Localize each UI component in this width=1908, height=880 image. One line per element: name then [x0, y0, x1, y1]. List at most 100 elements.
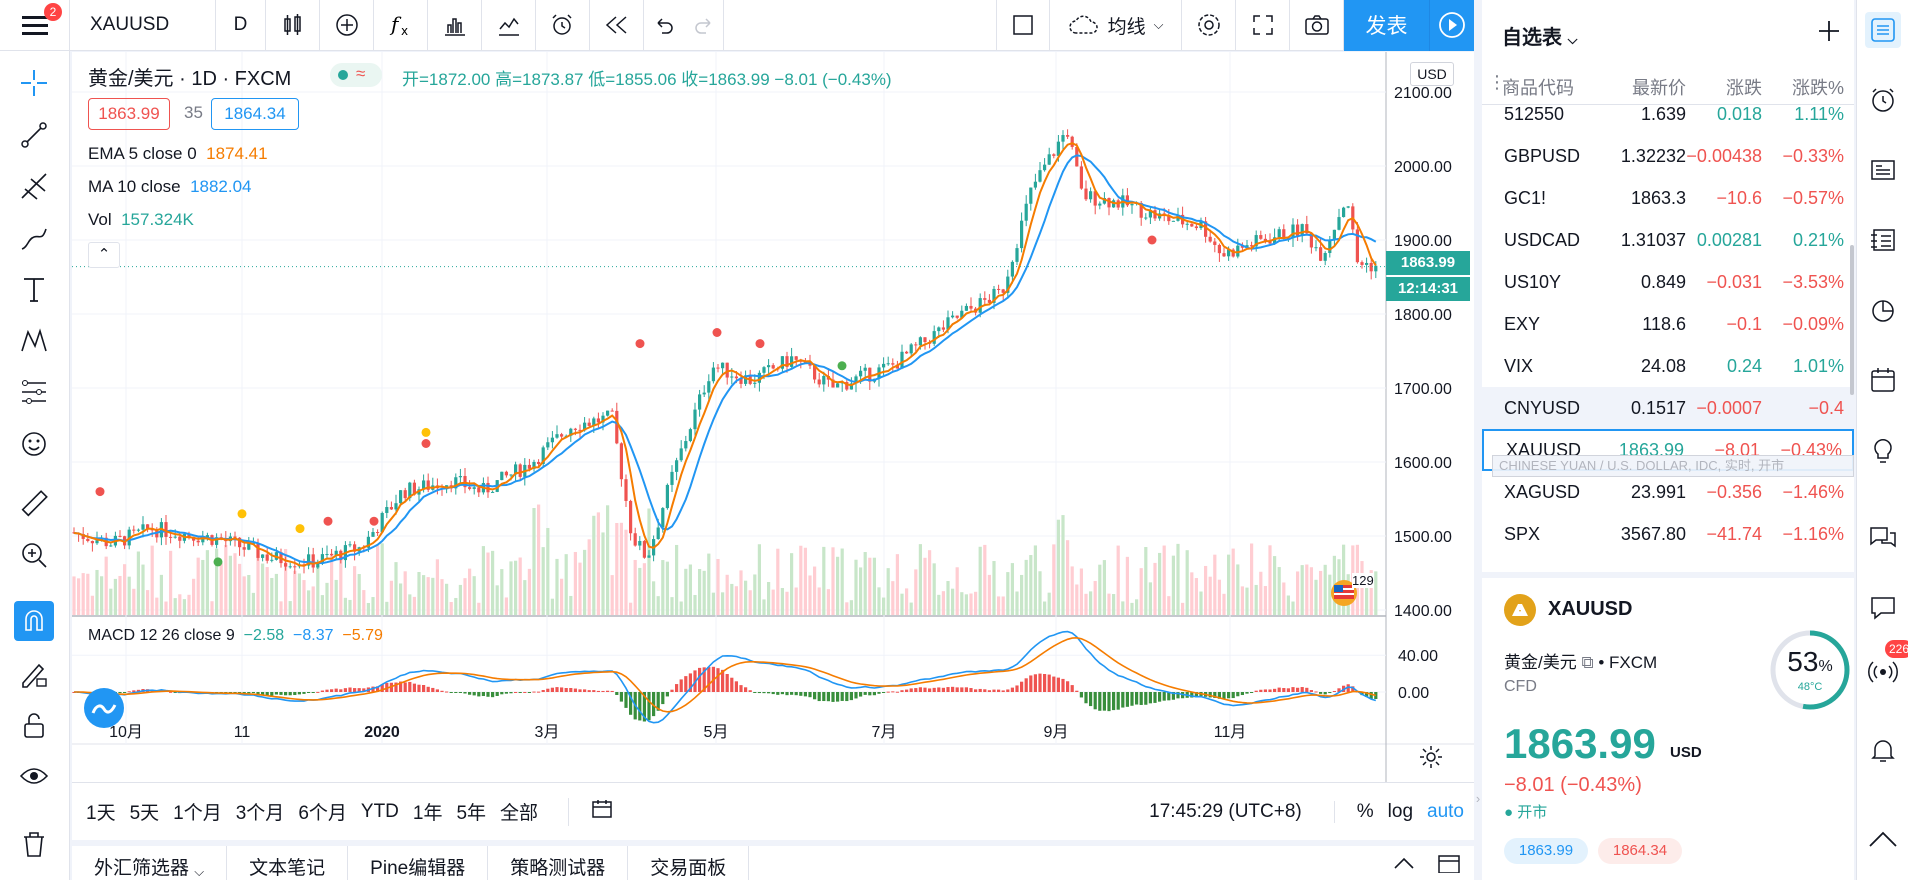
streams-button[interactable]: 226: [1865, 640, 1908, 690]
chart-pane[interactable]: 2100.00 2000.00 1900.00 1800.00 1700.00 1600.…: [72, 52, 1474, 782]
tab-forex-screener[interactable]: 外汇筛选器 ⌵: [72, 846, 228, 880]
range-1m[interactable]: 1个月: [173, 803, 222, 824]
select-layout-button[interactable]: [996, 0, 1050, 51]
range-3m[interactable]: 3个月: [235, 803, 285, 824]
watchlist-button[interactable]: [1865, 12, 1901, 48]
fullscreen-button[interactable]: [1236, 0, 1290, 51]
log-toggle[interactable]: log: [1387, 800, 1414, 822]
ema-legend[interactable]: EMA 5 close 0 1874.41: [88, 144, 268, 164]
menu-button[interactable]: 2: [0, 0, 70, 51]
tab-trading-panel[interactable]: 交易面板: [628, 846, 750, 880]
col-change[interactable]: 涨跌: [1726, 78, 1762, 98]
trendline-tool[interactable]: [14, 115, 54, 155]
magnet-tool[interactable]: [14, 601, 54, 641]
alert-button[interactable]: [536, 0, 590, 51]
play-button[interactable]: [1430, 0, 1474, 51]
vol-legend[interactable]: Vol 157.324K: [88, 210, 194, 230]
toggle-right-panel[interactable]: ›: [1475, 790, 1481, 806]
prediction-tool[interactable]: [14, 372, 54, 412]
add-symbol-button[interactable]: [1814, 16, 1844, 46]
chart-settings-button[interactable]: [1416, 742, 1446, 772]
layouts-button[interactable]: [482, 0, 536, 51]
redo-button[interactable]: [684, 0, 724, 51]
panel-divider[interactable]: [1482, 572, 1854, 578]
range-5y[interactable]: 5年: [456, 803, 487, 824]
auto-toggle[interactable]: auto: [1427, 800, 1464, 822]
tab-strategy-tester[interactable]: 策略测试器: [488, 846, 629, 880]
tab-pine-editor[interactable]: Pine编辑器: [348, 846, 489, 880]
stay-in-drawing-tool[interactable]: [14, 654, 54, 694]
notifications-button[interactable]: [1865, 732, 1901, 768]
range-all[interactable]: 全部: [500, 803, 539, 824]
detail-bid[interactable]: 1863.99: [1504, 838, 1588, 864]
templates-button[interactable]: [428, 0, 482, 51]
goto-date-button[interactable]: [568, 797, 615, 826]
col-last[interactable]: 最新价: [1632, 78, 1686, 98]
clock-label[interactable]: 17:45:29 (UTC+8): [1149, 800, 1302, 822]
watchlist-row-us10y[interactable]: US10Y 0.849 −0.031 −3.53%: [1482, 261, 1854, 303]
sell-price-button[interactable]: 1863.99: [88, 98, 170, 130]
macd-legend[interactable]: MACD 12 26 close 9 −2.58 −8.37 −5.79: [88, 627, 383, 645]
hotlists-button[interactable]: [1865, 292, 1901, 328]
data-window-button[interactable]: [1865, 222, 1901, 258]
watchlist-row-xagusd[interactable]: XAGUSD 23.991 −0.356 −1.46%: [1482, 471, 1854, 513]
text-tool[interactable]: [14, 269, 54, 309]
range-5d[interactable]: 5天: [129, 803, 160, 824]
undo-button[interactable]: [644, 0, 684, 51]
watchlist-row-gc1[interactable]: GC1! 1863.3 −10.6 −0.57%: [1482, 177, 1854, 219]
collapse-sidebar-button[interactable]: [1865, 820, 1901, 856]
news-button[interactable]: [1865, 152, 1901, 188]
crosshair-tool[interactable]: [14, 63, 54, 103]
collapse-legend-button[interactable]: ⌃: [88, 242, 120, 268]
compare-button[interactable]: [320, 0, 374, 51]
watchlist-row-512550[interactable]: 512550 1.639 0.018 1.11%: [1482, 105, 1854, 135]
messages-button[interactable]: [1865, 590, 1901, 626]
tradingview-logo[interactable]: [84, 688, 124, 728]
range-1d[interactable]: 1天: [86, 803, 116, 824]
watchlist-row-cnyusd[interactable]: CNYUSD 0.1517 −0.0007 −0.4: [1482, 387, 1854, 429]
events-flag[interactable]: 129: [1326, 573, 1374, 607]
watchlist-title[interactable]: 自选表 ⌵: [1502, 21, 1577, 50]
column-menu-icon[interactable]: ⋮: [1488, 72, 1506, 92]
range-ytd[interactable]: YTD: [360, 800, 399, 822]
watchlist-row-vix[interactable]: VIX 24.08 0.24 1.01%: [1482, 345, 1854, 387]
indicator-template-button[interactable]: 均线 ⌵: [1050, 0, 1182, 51]
currency-label[interactable]: USD: [1410, 62, 1454, 86]
interval-button[interactable]: D: [216, 0, 266, 51]
technical-gauge[interactable]: 53% 48°C: [1768, 628, 1852, 712]
col-symbol[interactable]: 商品代码: [1502, 78, 1574, 98]
pattern-tool[interactable]: [14, 321, 54, 361]
lock-drawings-tool[interactable]: [14, 705, 54, 745]
fib-tool[interactable]: [14, 166, 54, 206]
watchlist-scrollbar[interactable]: [1850, 245, 1854, 395]
publish-button[interactable]: 发表: [1344, 0, 1430, 51]
tab-text-notes[interactable]: 文本笔记: [227, 846, 349, 880]
zoom-tool[interactable]: [14, 535, 54, 575]
chat-button[interactable]: [1865, 520, 1901, 556]
collapse-panel-button[interactable]: [1384, 846, 1424, 880]
chart-type-button[interactable]: [266, 0, 320, 51]
ruler-tool[interactable]: [14, 484, 54, 524]
external-link-icon[interactable]: ⧉: [1581, 653, 1594, 672]
ideas-button[interactable]: [1865, 432, 1901, 468]
settings-button[interactable]: [1182, 0, 1236, 51]
detail-ask[interactable]: 1864.34: [1598, 838, 1682, 864]
range-6m[interactable]: 6个月: [298, 803, 347, 824]
icon-tool[interactable]: [14, 424, 54, 464]
price-chart[interactable]: 2100.00 2000.00 1900.00 1800.00 1700.00 1600.…: [72, 52, 1474, 782]
watchlist-row-gbpusd[interactable]: GBPUSD 1.32232 −0.00438 −0.33%: [1482, 135, 1854, 177]
snapshot-button[interactable]: [1290, 0, 1344, 51]
brush-tool[interactable]: [14, 218, 54, 258]
detail-symbol[interactable]: XAUUSD: [1548, 598, 1633, 620]
col-change-pct[interactable]: 涨跌%: [1791, 78, 1844, 98]
ma-legend[interactable]: MA 10 close 1882.04: [88, 177, 252, 197]
range-1y[interactable]: 1年: [412, 803, 443, 824]
replay-button[interactable]: [590, 0, 644, 51]
calendar-button[interactable]: [1865, 362, 1901, 398]
watchlist-row-exy[interactable]: EXY 118.6 −0.1 −0.09%: [1482, 303, 1854, 345]
watchlist-row-usdcad[interactable]: USDCAD 1.31037 0.00281 0.21%: [1482, 219, 1854, 261]
percent-toggle[interactable]: %: [1333, 800, 1374, 823]
watchlist-row-spx[interactable]: SPX 3567.80 −41.74 −1.16%: [1482, 513, 1854, 555]
remove-drawings-tool[interactable]: [14, 824, 54, 864]
